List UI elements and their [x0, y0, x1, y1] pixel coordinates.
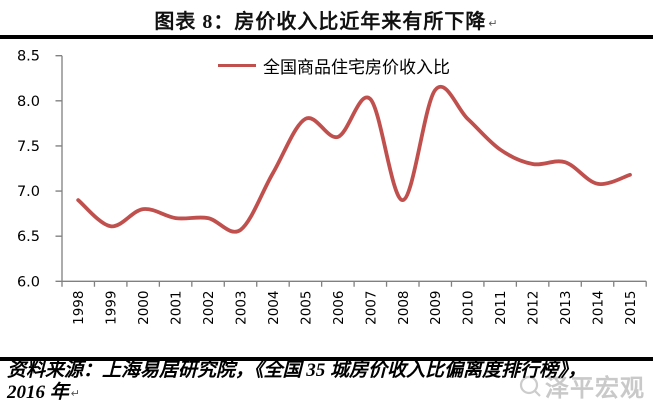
- x-axis-label: 2005: [298, 291, 314, 325]
- source-year: 2016 年: [7, 382, 69, 403]
- y-axis-label: 8.5: [17, 49, 40, 65]
- x-axis-label: 2015: [623, 291, 639, 325]
- y-axis-label: 7.0: [17, 184, 40, 200]
- watermark: 泽平宏观: [518, 368, 645, 403]
- x-axis-label: 2003: [234, 291, 250, 325]
- x-axis-label: 2002: [201, 291, 217, 325]
- page-title: 图表 8：房价收入比近年来有所下降 ↵: [0, 5, 653, 34]
- paragraph-return-icon: ↵: [70, 387, 80, 400]
- series-line: [76, 85, 632, 234]
- y-axis-label: 6.0: [17, 274, 40, 290]
- y-axis-label: 7.5: [17, 139, 40, 155]
- y-axis-label: 8.0: [17, 94, 40, 110]
- chart-area: 6.0 6.5 7.0 7.5 8.0 8.5 1998 1999 2000 2001 2002 20…: [0, 40, 653, 352]
- x-axis-label: 2011: [493, 291, 509, 325]
- x-axis-label: 2001: [169, 291, 185, 325]
- magnifier-icon: [519, 375, 541, 397]
- x-axis-label: 2013: [558, 291, 574, 325]
- x-axis-label: 2008: [396, 291, 412, 325]
- x-axis-label: 2009: [428, 291, 444, 325]
- chart-svg: 6.0 6.5 7.0 7.5 8.0 8.5 1998 1999 2000 2001 2002 20…: [17, 49, 647, 325]
- paragraph-return-icon: ↵: [488, 17, 499, 30]
- chart-title-text: 图表 8：房价收入比近年来有所下降: [154, 11, 487, 33]
- x-axis-ticks: [61, 281, 647, 287]
- x-axis-label: 2014: [591, 291, 607, 325]
- legend-line-marker: [218, 64, 256, 67]
- y-axis-ticks: [55, 55, 62, 282]
- x-axis-label: 2012: [526, 291, 542, 325]
- source-note: 资料来源：上海易居研究院，《全国 35 城房价收入比偏离度排行榜》， 2016 …: [7, 360, 651, 405]
- legend-label: 全国商品住宅房价收入比: [263, 58, 450, 77]
- y-axis-label: 6.5: [17, 229, 40, 245]
- divider-top: [0, 35, 653, 39]
- axis-lines: [61, 55, 647, 282]
- source-line-2: 2016 年 ↵: [7, 382, 651, 405]
- x-axis-label: 2007: [363, 291, 379, 325]
- x-axis-label: 1998: [71, 291, 87, 325]
- chart-legend: 全国商品住宅房价收入比: [218, 53, 450, 78]
- divider-bottom: [0, 357, 653, 361]
- x-axis-label: 2006: [331, 291, 347, 325]
- x-axis-label: 2004: [266, 291, 282, 325]
- source-line-1: 资料来源：上海易居研究院，《全国 35 城房价收入比偏离度排行榜》，: [7, 360, 587, 381]
- x-axis-label: 2010: [461, 291, 477, 325]
- x-axis-label: 2000: [136, 291, 152, 325]
- x-axis-label: 1999: [104, 291, 120, 325]
- watermark-text: 泽平宏观: [545, 376, 645, 402]
